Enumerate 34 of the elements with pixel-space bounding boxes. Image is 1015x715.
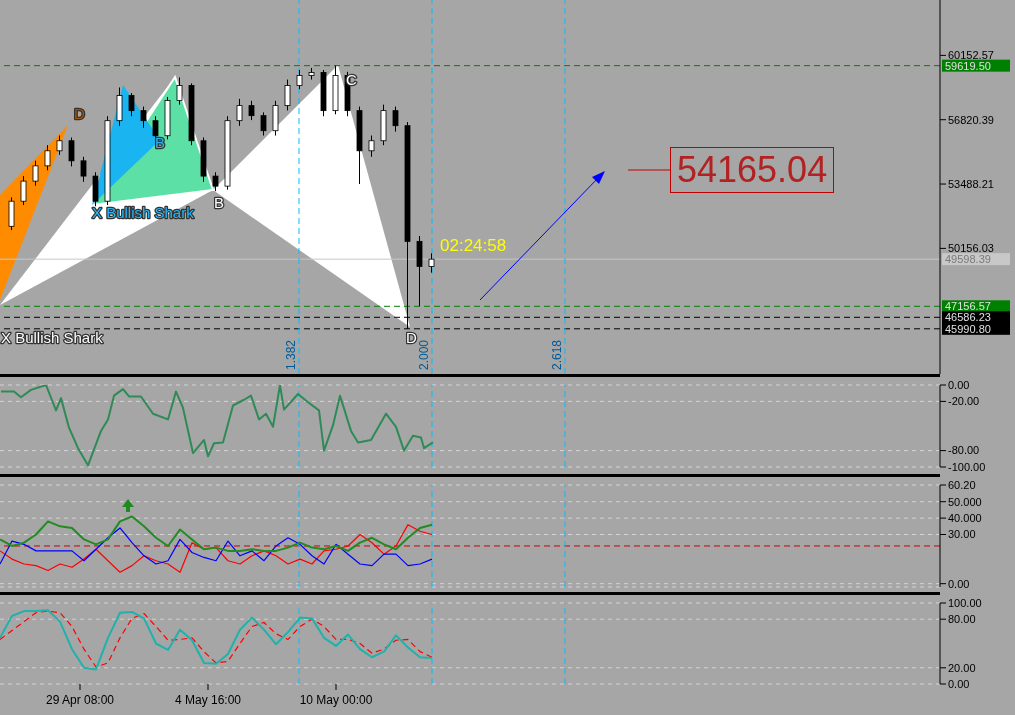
annotation: 54165.04 — [670, 147, 835, 193]
annotation: D — [406, 329, 417, 347]
y-tick-label: 53488.21 — [948, 177, 994, 190]
ref-line-label: 49598.39 — [945, 253, 991, 265]
ref-line-label: 59619.50 — [945, 59, 991, 72]
y-tick-label: 0.00 — [948, 577, 970, 590]
y-tick-label: 80.00 — [948, 613, 976, 626]
annotation: D — [74, 105, 85, 123]
y-tick-label: 50156.03 — [948, 242, 994, 255]
annotation: B — [155, 134, 166, 152]
y-tick-label: 60152.57 — [948, 49, 994, 62]
y-tick-label: 56820.39 — [948, 113, 994, 126]
annotation: B — [214, 194, 225, 212]
x-tick-label: 29 Apr 08:00 — [45, 693, 115, 707]
ref-line-label: 46586.23 — [945, 311, 991, 324]
ref-line-label: 45990.80 — [945, 322, 991, 335]
ref-line-label: 47156.57 — [945, 300, 991, 313]
y-tick-label: 40.000 — [948, 511, 982, 524]
y-tick-label: 0.00 — [948, 378, 970, 391]
ref-line-label: 2.000 — [417, 339, 431, 370]
x-tick-label: 10 May 00:00 — [299, 693, 373, 707]
y-tick-label: -100.00 — [948, 460, 986, 473]
y-tick-label: 100.00 — [948, 596, 982, 609]
y-tick-label: 0.00 — [948, 677, 970, 690]
y-tick-label: 50.000 — [948, 495, 982, 508]
y-tick-label: -80.00 — [948, 444, 980, 457]
y-tick-label: 30.00 — [948, 528, 976, 541]
ref-line-label: 2.618 — [550, 339, 564, 370]
x-tick-label: 4 May 16:00 — [174, 693, 242, 707]
y-tick-label: 60.20 — [948, 478, 976, 491]
ref-line-label: 1.382 — [284, 339, 298, 370]
y-tick-label: -20.00 — [948, 395, 980, 408]
annotation: 02:24:58 — [440, 236, 507, 256]
y-tick-label: 20.00 — [948, 661, 976, 674]
